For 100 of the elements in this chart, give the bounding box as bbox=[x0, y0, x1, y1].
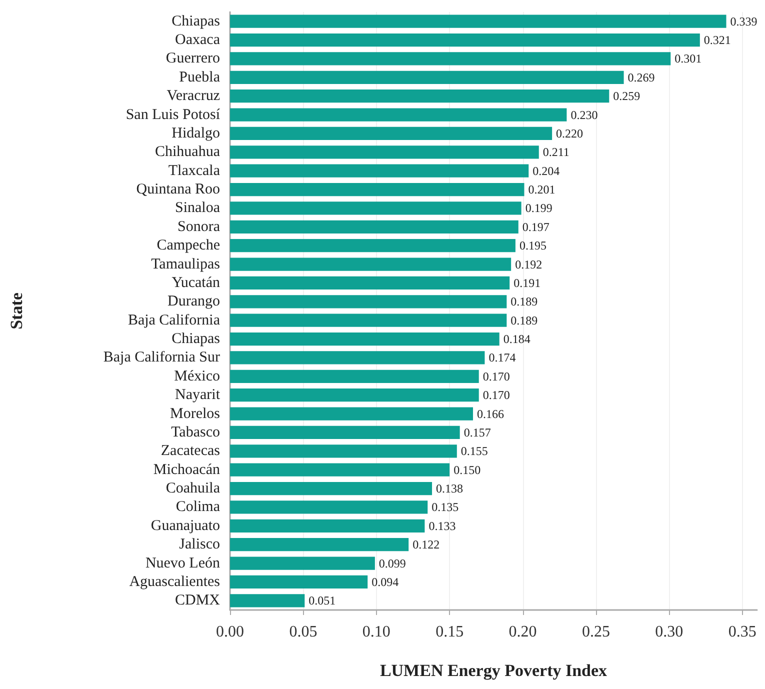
y-tick-label: Michoacán bbox=[153, 462, 220, 478]
data-label: 0.166 bbox=[477, 406, 504, 421]
data-label: 0.211 bbox=[542, 145, 570, 160]
y-tick-label: Guanajuato bbox=[150, 518, 220, 534]
data-label: 0.184 bbox=[503, 332, 530, 346]
data-label: 0.197 bbox=[522, 220, 550, 234]
y-tick-label: Oaxaca bbox=[175, 32, 220, 48]
y-tick-label: Baja California Sur bbox=[103, 350, 220, 366]
x-tick-label: 0.15 bbox=[436, 624, 464, 640]
y-tick-label: San Luis Potosí bbox=[126, 106, 221, 123]
y-tick-label: Sinaloa bbox=[175, 200, 220, 216]
y-tick-label: Morelos bbox=[170, 406, 220, 422]
bar bbox=[230, 220, 518, 234]
data-label: 0.170 bbox=[482, 388, 510, 402]
y-axis-title: State bbox=[7, 292, 26, 330]
x-tick-label: 0.20 bbox=[508, 624, 537, 640]
bar bbox=[230, 388, 479, 402]
bar bbox=[230, 14, 726, 28]
y-tick-label: Chiapas bbox=[172, 331, 220, 348]
bar bbox=[230, 407, 474, 420]
data-label: 0.170 bbox=[482, 369, 510, 384]
y-tick-label: Tlaxcala bbox=[168, 162, 220, 179]
data-label: 0.339 bbox=[730, 14, 758, 28]
x-tick-label: 0.30 bbox=[655, 624, 684, 640]
bar bbox=[230, 332, 500, 346]
x-tick-label: 0.05 bbox=[289, 624, 318, 640]
bar bbox=[230, 556, 375, 570]
bar bbox=[230, 295, 507, 308]
data-label: 0.138 bbox=[436, 482, 464, 496]
y-tick-label: Quintana Roo bbox=[136, 182, 220, 198]
bar bbox=[230, 164, 529, 178]
y-tick-label: Chihuahua bbox=[155, 144, 220, 160]
bar bbox=[230, 538, 409, 552]
y-tick-label: CDMX bbox=[174, 592, 220, 609]
y-tick-label: Nayarit bbox=[175, 387, 221, 404]
y-tick-label: Chiapas bbox=[172, 13, 220, 30]
y-tick-label: Puebla bbox=[179, 69, 220, 86]
y-tick-label: Coahuila bbox=[166, 480, 220, 497]
data-label: 0.155 bbox=[460, 444, 488, 458]
y-tick-label: México bbox=[174, 368, 220, 384]
bar bbox=[230, 444, 457, 458]
data-label: 0.150 bbox=[454, 462, 481, 477]
data-label: 0.192 bbox=[515, 257, 542, 272]
bar bbox=[230, 314, 507, 327]
data-label: 0.230 bbox=[570, 108, 598, 122]
data-label: 0.135 bbox=[432, 500, 459, 514]
x-tick-label: 0.25 bbox=[582, 624, 610, 640]
y-tick-label: Hidalgo bbox=[172, 125, 220, 142]
data-label: 0.094 bbox=[372, 574, 399, 589]
y-tick-label: Sonora bbox=[178, 218, 220, 235]
data-label: 0.301 bbox=[674, 52, 702, 66]
data-label: 0.122 bbox=[412, 538, 440, 552]
y-tick-label: Tamaulipas bbox=[151, 256, 220, 272]
data-label: 0.204 bbox=[532, 164, 560, 178]
y-tick-label: Colima bbox=[176, 499, 220, 516]
y-tick-label: Campeche bbox=[156, 238, 220, 254]
bar bbox=[230, 426, 460, 440]
bar bbox=[230, 182, 524, 196]
bar bbox=[230, 258, 512, 271]
data-label: 0.321 bbox=[704, 33, 731, 48]
x-tick-label: 0.10 bbox=[362, 624, 390, 640]
data-label: 0.269 bbox=[628, 70, 655, 84]
y-tick-label: Nuevo León bbox=[145, 555, 220, 572]
y-tick-label: Baja California bbox=[128, 312, 220, 328]
y-tick-label: Durango bbox=[168, 294, 220, 310]
data-label: 0.220 bbox=[556, 126, 584, 140]
y-tick-label: Zacatecas bbox=[160, 443, 220, 460]
bar bbox=[230, 575, 368, 589]
y-tick-label: Veracruz bbox=[166, 88, 220, 104]
data-label: 0.133 bbox=[428, 518, 456, 533]
data-label: 0.195 bbox=[519, 238, 546, 253]
y-tick-label: Yucatán bbox=[172, 274, 220, 291]
x-axis-title: LUMEN Energy Poverty Index bbox=[380, 661, 608, 680]
y-tick-label: Guerrero bbox=[166, 50, 220, 67]
bar bbox=[230, 594, 305, 608]
bar bbox=[230, 463, 450, 476]
bar bbox=[230, 482, 432, 496]
data-label: 0.189 bbox=[510, 313, 538, 328]
bar bbox=[230, 276, 510, 290]
x-tick-label: 0.00 bbox=[216, 624, 244, 640]
data-label: 0.259 bbox=[613, 89, 640, 104]
bar bbox=[230, 351, 485, 364]
bar bbox=[230, 90, 610, 103]
bar bbox=[230, 239, 516, 252]
data-label: 0.199 bbox=[525, 201, 552, 216]
data-label: 0.051 bbox=[308, 594, 336, 608]
data-label: 0.201 bbox=[528, 182, 556, 197]
bar bbox=[230, 108, 567, 122]
data-label: 0.157 bbox=[464, 425, 491, 440]
bar bbox=[230, 202, 522, 215]
bar bbox=[230, 370, 479, 383]
bar bbox=[230, 52, 671, 66]
bar bbox=[230, 500, 428, 514]
data-label: 0.174 bbox=[488, 350, 516, 365]
x-tick-label: 0.35 bbox=[728, 624, 756, 640]
data-label: 0.191 bbox=[514, 276, 541, 290]
bar bbox=[230, 519, 425, 532]
bar bbox=[230, 33, 700, 47]
data-label: 0.189 bbox=[510, 294, 538, 309]
data-label: 0.099 bbox=[378, 556, 406, 570]
